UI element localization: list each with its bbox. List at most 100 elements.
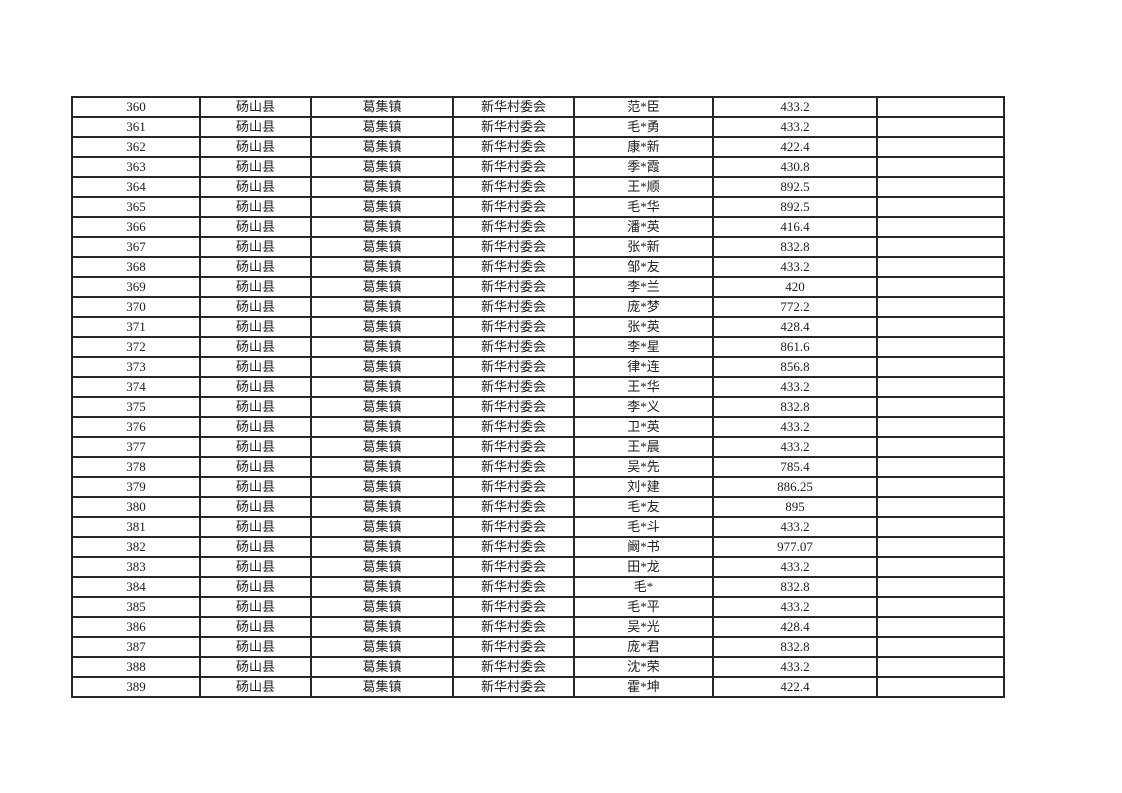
cell-town: 葛集镇 xyxy=(310,396,454,418)
cell-county: 砀山县 xyxy=(199,356,312,378)
cell-county: 砀山县 xyxy=(199,416,312,438)
cell-town: 葛集镇 xyxy=(310,356,454,378)
cell-note xyxy=(876,636,1005,658)
cell-seq: 386 xyxy=(71,616,201,638)
cell-town: 葛集镇 xyxy=(310,596,454,618)
cell-amount: 428.4 xyxy=(712,316,878,338)
cell-person-name: 毛*斗 xyxy=(573,516,714,538)
cell-person-name: 李*兰 xyxy=(573,276,714,298)
cell-town: 葛集镇 xyxy=(310,156,454,178)
cell-town: 葛集镇 xyxy=(310,616,454,638)
cell-county: 砀山县 xyxy=(199,236,312,258)
cell-amount: 785.4 xyxy=(712,456,878,478)
cell-note xyxy=(876,576,1005,598)
cell-village: 新华村委会 xyxy=(452,616,575,638)
cell-seq: 373 xyxy=(71,356,201,378)
cell-county: 砀山县 xyxy=(199,316,312,338)
cell-amount: 832.8 xyxy=(712,576,878,598)
cell-village: 新华村委会 xyxy=(452,496,575,518)
cell-town: 葛集镇 xyxy=(310,576,454,598)
table-row: 370 砀山县 葛集镇 新华村委会 庞*梦 772.2 xyxy=(71,296,1005,318)
cell-village: 新华村委会 xyxy=(452,396,575,418)
cell-person-name: 毛*友 xyxy=(573,496,714,518)
cell-seq: 371 xyxy=(71,316,201,338)
cell-seq: 374 xyxy=(71,376,201,398)
cell-town: 葛集镇 xyxy=(310,96,454,118)
cell-note xyxy=(876,176,1005,198)
table-row: 384 砀山县 葛集镇 新华村委会 毛* 832.8 xyxy=(71,576,1005,598)
cell-county: 砀山县 xyxy=(199,276,312,298)
table-row: 386 砀山县 葛集镇 新华村委会 吴*光 428.4 xyxy=(71,616,1005,638)
cell-seq: 381 xyxy=(71,516,201,538)
cell-amount: 422.4 xyxy=(712,136,878,158)
cell-town: 葛集镇 xyxy=(310,656,454,678)
table-row: 364 砀山县 葛集镇 新华村委会 王*顺 892.5 xyxy=(71,176,1005,198)
cell-person-name: 张*英 xyxy=(573,316,714,338)
cell-amount: 832.8 xyxy=(712,636,878,658)
cell-note xyxy=(876,496,1005,518)
cell-seq: 365 xyxy=(71,196,201,218)
cell-amount: 892.5 xyxy=(712,196,878,218)
cell-county: 砀山县 xyxy=(199,456,312,478)
cell-village: 新华村委会 xyxy=(452,576,575,598)
cell-village: 新华村委会 xyxy=(452,436,575,458)
cell-village: 新华村委会 xyxy=(452,476,575,498)
cell-amount: 856.8 xyxy=(712,356,878,378)
cell-town: 葛集镇 xyxy=(310,416,454,438)
table-row: 362 砀山县 葛集镇 新华村委会 康*新 422.4 xyxy=(71,136,1005,158)
cell-amount: 422.4 xyxy=(712,676,878,698)
cell-county: 砀山县 xyxy=(199,376,312,398)
cell-seq: 375 xyxy=(71,396,201,418)
cell-note xyxy=(876,256,1005,278)
cell-village: 新华村委会 xyxy=(452,96,575,118)
cell-village: 新华村委会 xyxy=(452,176,575,198)
cell-county: 砀山县 xyxy=(199,576,312,598)
cell-seq: 370 xyxy=(71,296,201,318)
cell-seq: 382 xyxy=(71,536,201,558)
cell-amount: 433.2 xyxy=(712,376,878,398)
cell-county: 砀山县 xyxy=(199,476,312,498)
cell-town: 葛集镇 xyxy=(310,476,454,498)
table-row: 367 砀山县 葛集镇 新华村委会 张*新 832.8 xyxy=(71,236,1005,258)
cell-person-name: 霍*坤 xyxy=(573,676,714,698)
table-row: 373 砀山县 葛集镇 新华村委会 律*连 856.8 xyxy=(71,356,1005,378)
cell-note xyxy=(876,616,1005,638)
table-row: 360 砀山县 葛集镇 新华村委会 范*臣 433.2 xyxy=(71,96,1005,118)
cell-person-name: 吴*光 xyxy=(573,616,714,638)
cell-village: 新华村委会 xyxy=(452,596,575,618)
cell-village: 新华村委会 xyxy=(452,356,575,378)
cell-village: 新华村委会 xyxy=(452,116,575,138)
cell-county: 砀山县 xyxy=(199,196,312,218)
cell-person-name: 邹*友 xyxy=(573,256,714,278)
cell-note xyxy=(876,556,1005,578)
table-row: 369 砀山县 葛集镇 新华村委会 李*兰 420 xyxy=(71,276,1005,298)
cell-person-name: 毛*华 xyxy=(573,196,714,218)
cell-village: 新华村委会 xyxy=(452,556,575,578)
cell-amount: 433.2 xyxy=(712,96,878,118)
cell-seq: 362 xyxy=(71,136,201,158)
cell-amount: 430.8 xyxy=(712,156,878,178)
cell-note xyxy=(876,156,1005,178)
cell-note xyxy=(876,436,1005,458)
cell-note xyxy=(876,676,1005,698)
table-row: 379 砀山县 葛集镇 新华村委会 刘*建 886.25 xyxy=(71,476,1005,498)
cell-amount: 832.8 xyxy=(712,396,878,418)
cell-town: 葛集镇 xyxy=(310,296,454,318)
cell-county: 砀山县 xyxy=(199,536,312,558)
table-row: 375 砀山县 葛集镇 新华村委会 李*义 832.8 xyxy=(71,396,1005,418)
cell-person-name: 卫*英 xyxy=(573,416,714,438)
table-row: 366 砀山县 葛集镇 新华村委会 潘*英 416.4 xyxy=(71,216,1005,238)
cell-note xyxy=(876,596,1005,618)
cell-village: 新华村委会 xyxy=(452,416,575,438)
cell-note xyxy=(876,96,1005,118)
table-row: 388 砀山县 葛集镇 新华村委会 沈*荣 433.2 xyxy=(71,656,1005,678)
cell-village: 新华村委会 xyxy=(452,136,575,158)
cell-town: 葛集镇 xyxy=(310,636,454,658)
cell-town: 葛集镇 xyxy=(310,336,454,358)
cell-amount: 892.5 xyxy=(712,176,878,198)
cell-county: 砀山县 xyxy=(199,496,312,518)
cell-seq: 369 xyxy=(71,276,201,298)
cell-county: 砀山县 xyxy=(199,396,312,418)
cell-county: 砀山县 xyxy=(199,176,312,198)
cell-town: 葛集镇 xyxy=(310,676,454,698)
